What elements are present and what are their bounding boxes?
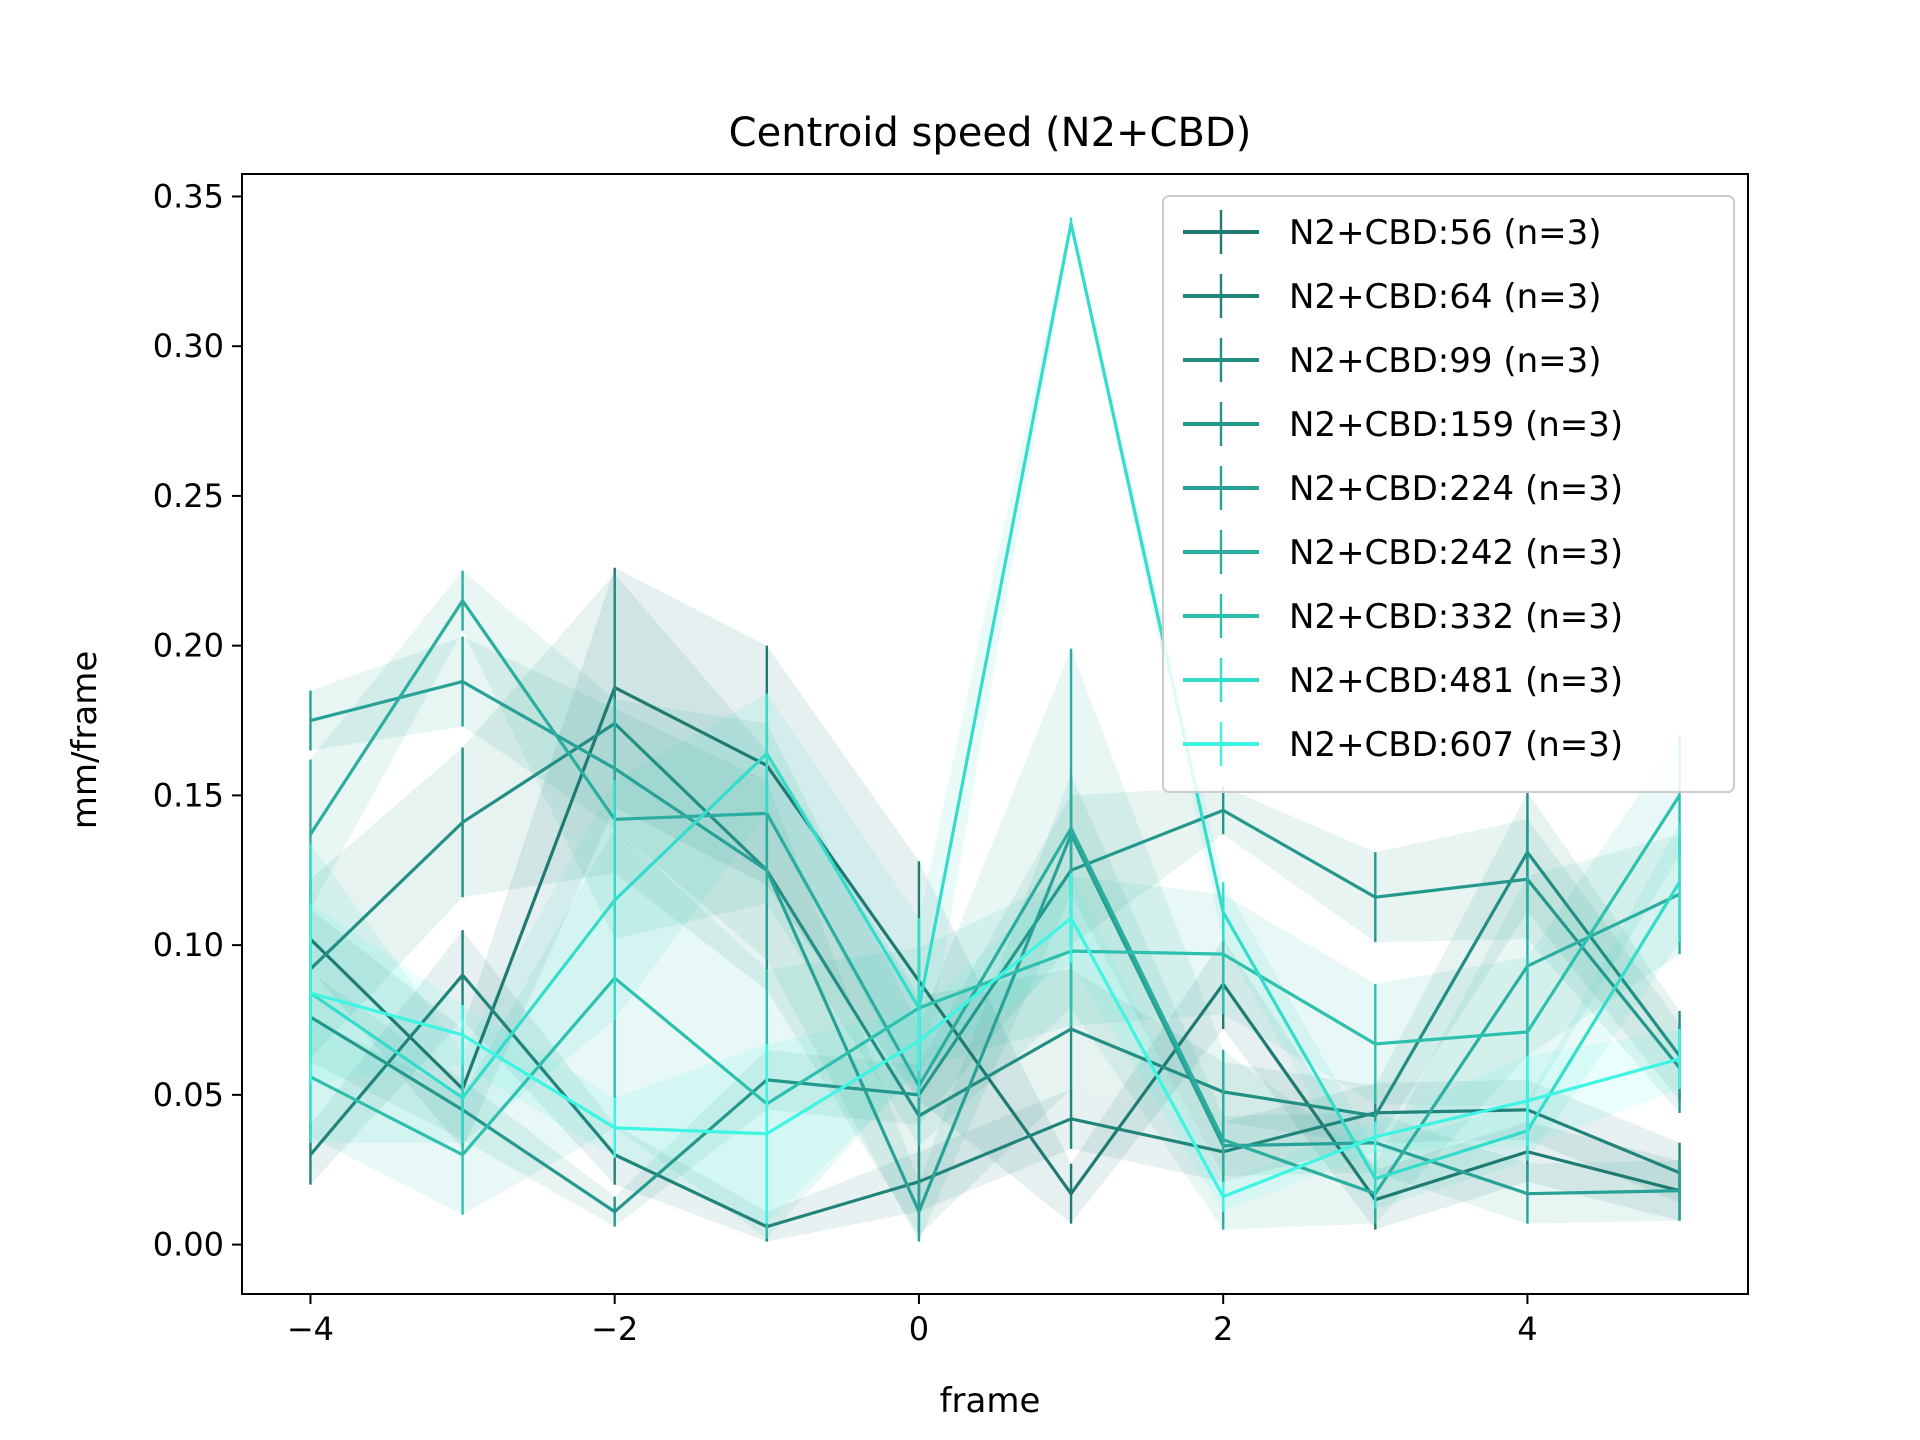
x-tick-label-1: −2 bbox=[591, 1310, 638, 1348]
y-tick-label-5: 0.25 bbox=[153, 477, 224, 515]
y-tick-label-6: 0.30 bbox=[153, 327, 224, 365]
series-2-error-band bbox=[310, 573, 1680, 1236]
series-5-line bbox=[309, 599, 1681, 1196]
series-0-line bbox=[309, 685, 1680, 1202]
legend: N2+CBD:56 (n=3) N2+CBD:64 (n=3) N2+CBD:99 … bbox=[1162, 195, 1735, 793]
legend-label-3: N2+CBD:159 (n=3) bbox=[1289, 405, 1623, 445]
legend-label-5: N2+CBD:242 (n=3) bbox=[1289, 533, 1623, 573]
series-0-error-band bbox=[310, 567, 1680, 1230]
plot-area: −4 −2 0 2 4 0.00 0.05 0.10 0.15 0.20 0.25 0.30 0.35 bbox=[153, 173, 1749, 1348]
legend-label-2: N2+CBD:99 (n=3) bbox=[1289, 341, 1602, 381]
series-3-line bbox=[309, 808, 1681, 1214]
legend-label-4: N2+CBD:224 (n=3) bbox=[1289, 469, 1623, 509]
y-tick-label-1: 0.05 bbox=[153, 1076, 224, 1114]
series-4-line bbox=[310, 679, 1680, 1214]
legend-label-7: N2+CBD:481 (n=3) bbox=[1289, 661, 1623, 701]
series-2-line bbox=[309, 721, 1681, 1118]
legend-label-1: N2+CBD:64 (n=3) bbox=[1289, 277, 1602, 317]
legend-frame bbox=[1162, 195, 1735, 793]
y-tick-label-2: 0.10 bbox=[153, 926, 224, 964]
series-7-line bbox=[309, 221, 1681, 1181]
y-tick-label-3: 0.15 bbox=[153, 776, 224, 814]
series-8-line bbox=[310, 916, 1680, 1199]
x-tick-label-3: 2 bbox=[1213, 1310, 1233, 1348]
series-3-error-band bbox=[310, 786, 1680, 1227]
chart-title: Centroid speed (N2+CBD) bbox=[729, 110, 1252, 156]
y-tick-label-7: 0.35 bbox=[153, 177, 224, 215]
legend-label-8: N2+CBD:607 (n=3) bbox=[1289, 725, 1623, 765]
x-tick-label-2: 0 bbox=[909, 1310, 929, 1348]
series-7-error-band bbox=[310, 217, 1680, 1209]
series-8-error-band bbox=[310, 873, 1680, 1224]
x-axis-label: frame bbox=[940, 1381, 1041, 1421]
series-6-error-band bbox=[310, 735, 1680, 1239]
series-4-error-band bbox=[310, 636, 1680, 1242]
y-tick-label-4: 0.20 bbox=[153, 627, 224, 665]
legend-label-6: N2+CBD:332 (n=3) bbox=[1289, 597, 1623, 637]
x-tick-label-0: −4 bbox=[287, 1310, 334, 1348]
y-tick-label-0: 0.00 bbox=[153, 1226, 224, 1264]
series-5-error-band bbox=[310, 570, 1680, 1230]
series-1-error-band bbox=[310, 930, 1680, 1242]
axes-frame bbox=[241, 173, 1749, 1295]
y-axis-label: mm/frame bbox=[65, 651, 105, 830]
legend-label-0: N2+CBD:56 (n=3) bbox=[1289, 213, 1602, 253]
x-tick-label-4: 4 bbox=[1517, 1310, 1537, 1348]
